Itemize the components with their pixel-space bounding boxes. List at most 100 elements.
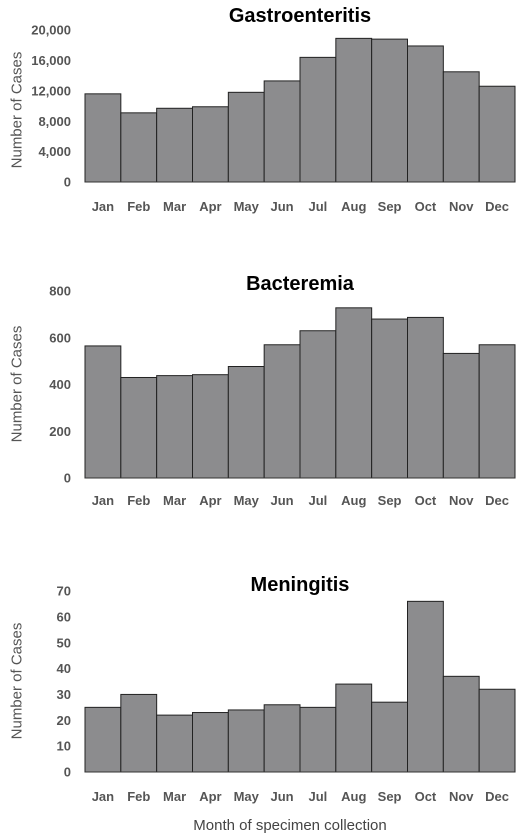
bar-oct bbox=[407, 45, 444, 183]
x-tick-label: Nov bbox=[449, 493, 474, 508]
y-axis-label: Number of Cases bbox=[8, 623, 25, 740]
y-tick-label: 400 bbox=[49, 377, 71, 392]
chart-title: Meningitis bbox=[251, 574, 350, 596]
x-tick-label: Dec bbox=[485, 789, 509, 804]
x-tick-label: Apr bbox=[199, 493, 221, 508]
y-tick-label: 4,000 bbox=[38, 144, 71, 159]
y-tick-label: 20,000 bbox=[31, 23, 71, 38]
x-tick-label: May bbox=[234, 199, 260, 214]
y-tick-label: 0 bbox=[64, 175, 71, 190]
y-tick-label: 30 bbox=[57, 687, 71, 702]
x-tick-label: Oct bbox=[415, 493, 437, 508]
x-tick-label: Jan bbox=[92, 493, 114, 508]
x-tick-label: Jul bbox=[309, 199, 328, 214]
x-tick-label: Apr bbox=[199, 199, 221, 214]
y-tick-label: 50 bbox=[57, 635, 71, 650]
bar-dec bbox=[478, 688, 516, 773]
bar-jun bbox=[263, 80, 301, 183]
bar-dec bbox=[478, 85, 516, 183]
bar-jan bbox=[84, 706, 122, 773]
x-tick-label: Jan bbox=[92, 199, 114, 214]
x-tick-label: Feb bbox=[127, 199, 150, 214]
y-tick-label: 200 bbox=[49, 424, 71, 439]
y-axis-label: Number of Cases bbox=[8, 326, 25, 443]
x-axis-label: Month of specimen collection bbox=[193, 817, 386, 834]
y-tick-label: 0 bbox=[64, 471, 71, 486]
x-tick-label: May bbox=[234, 493, 260, 508]
bar-mar bbox=[156, 107, 194, 183]
bar-nov bbox=[442, 352, 480, 479]
x-tick-label: Aug bbox=[341, 493, 366, 508]
bar-jul bbox=[299, 330, 337, 479]
x-tick-label: Oct bbox=[415, 789, 437, 804]
x-tick-label: Aug bbox=[341, 199, 366, 214]
x-tick-label: Mar bbox=[163, 493, 186, 508]
chart-title: Bacteremia bbox=[246, 273, 355, 295]
y-tick-label: 20 bbox=[57, 713, 71, 728]
x-tick-label: Feb bbox=[127, 789, 150, 804]
bar-oct bbox=[407, 316, 444, 479]
x-tick-label: Jan bbox=[92, 789, 114, 804]
bar-mar bbox=[156, 714, 194, 773]
y-tick-label: 40 bbox=[57, 661, 71, 676]
x-tick-label: Feb bbox=[127, 493, 150, 508]
bar-feb bbox=[120, 376, 158, 479]
bar-feb bbox=[120, 112, 158, 183]
y-axis-label: Number of Cases bbox=[8, 52, 25, 169]
x-tick-label: Dec bbox=[485, 493, 509, 508]
x-tick-label: Jun bbox=[271, 199, 294, 214]
x-tick-label: Sep bbox=[378, 789, 402, 804]
bar-aug bbox=[335, 37, 373, 183]
y-tick-label: 10 bbox=[57, 739, 71, 754]
y-tick-label: 8,000 bbox=[38, 114, 71, 129]
x-tick-label: May bbox=[234, 789, 260, 804]
bar-dec bbox=[478, 344, 516, 479]
x-tick-label: Oct bbox=[415, 199, 437, 214]
bar-aug bbox=[335, 683, 373, 773]
bar-sep bbox=[371, 38, 408, 183]
x-tick-label: Jul bbox=[309, 493, 328, 508]
x-tick-label: Jun bbox=[271, 493, 294, 508]
bar-sep bbox=[371, 318, 408, 479]
bar-apr bbox=[192, 374, 229, 479]
x-tick-label: Mar bbox=[163, 789, 186, 804]
bar-oct bbox=[407, 600, 444, 773]
y-tick-label: 0 bbox=[64, 765, 71, 780]
x-tick-label: Mar bbox=[163, 199, 186, 214]
bar-jul bbox=[299, 56, 337, 183]
x-tick-label: Aug bbox=[341, 789, 366, 804]
y-tick-label: 12,000 bbox=[31, 83, 71, 98]
y-tick-label: 16,000 bbox=[31, 53, 71, 68]
bar-nov bbox=[442, 675, 480, 773]
x-tick-label: Sep bbox=[378, 493, 402, 508]
y-tick-label: 600 bbox=[49, 330, 71, 345]
bar-jul bbox=[299, 706, 337, 773]
bar-apr bbox=[192, 712, 229, 773]
y-tick-label: 60 bbox=[57, 609, 71, 624]
bar-mar bbox=[156, 375, 194, 479]
chart-title: Gastroenteritis bbox=[229, 5, 371, 27]
x-tick-label: Nov bbox=[449, 199, 474, 214]
bar-aug bbox=[335, 307, 373, 479]
bar-may bbox=[227, 366, 265, 479]
bar-feb bbox=[120, 693, 158, 773]
bar-sep bbox=[371, 701, 408, 773]
bar-jun bbox=[263, 344, 301, 479]
y-tick-label: 70 bbox=[57, 584, 71, 599]
bar-jun bbox=[263, 704, 301, 773]
x-tick-label: Jul bbox=[309, 789, 328, 804]
y-tick-label: 800 bbox=[49, 284, 71, 299]
bar-may bbox=[227, 709, 265, 773]
x-tick-label: Jun bbox=[271, 789, 294, 804]
bar-may bbox=[227, 91, 265, 183]
bar-nov bbox=[442, 71, 480, 183]
bar-jan bbox=[84, 345, 122, 479]
x-tick-label: Apr bbox=[199, 789, 221, 804]
x-tick-label: Sep bbox=[378, 199, 402, 214]
x-tick-label: Dec bbox=[485, 199, 509, 214]
bar-apr bbox=[192, 106, 229, 183]
x-tick-label: Nov bbox=[449, 789, 474, 804]
bar-jan bbox=[84, 93, 122, 183]
